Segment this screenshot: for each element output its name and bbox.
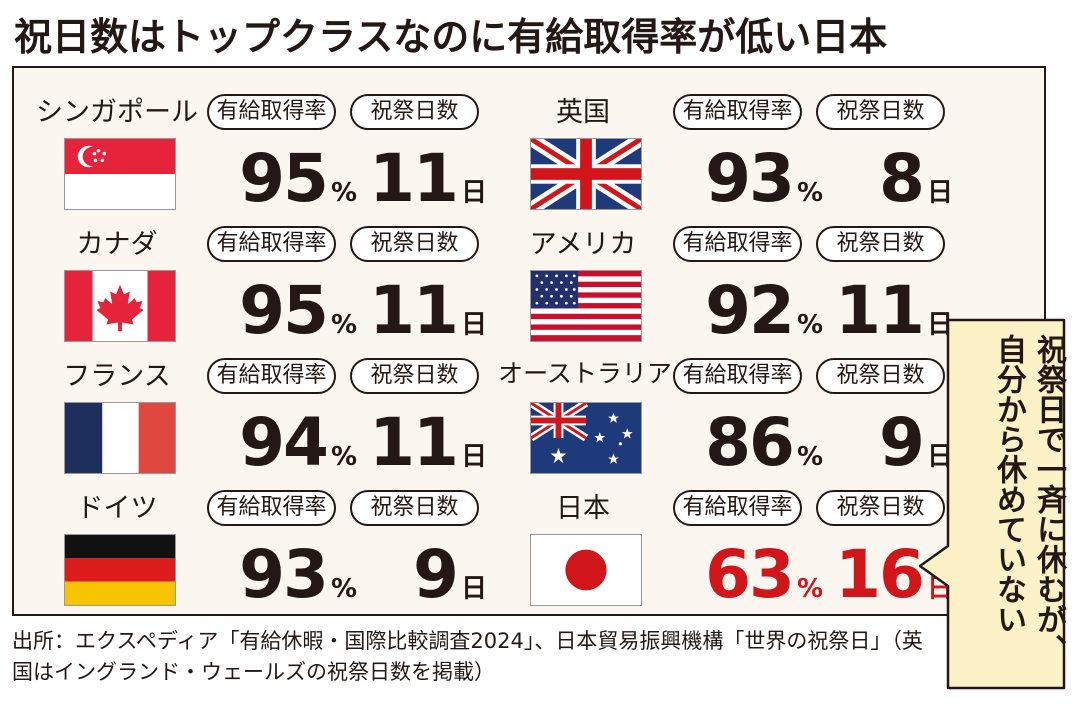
row-australia: オーストラリア 有給取得率 祝祭日数 xyxy=(498,354,968,486)
japan-flag-icon xyxy=(530,534,642,606)
rate-unit: % xyxy=(330,442,357,472)
rate-value: 92 xyxy=(705,272,795,349)
rate-value: 95 xyxy=(239,140,329,217)
rate-label: 有給取得率 xyxy=(207,226,336,262)
country-name: 英国 xyxy=(556,97,610,128)
days-label: 祝祭日数 xyxy=(816,358,945,394)
usa-flag-icon xyxy=(530,270,642,342)
rate-label: 有給取得率 xyxy=(207,490,336,526)
days-label: 祝祭日数 xyxy=(350,490,479,526)
days-unit: 日 xyxy=(460,178,487,208)
page-title: 祝日数はトップクラスなのに有給取得率が低い日本 xyxy=(14,15,888,59)
country-name: 日本 xyxy=(556,493,610,524)
rate-label: 有給取得率 xyxy=(673,490,802,526)
rate-label: 有給取得率 xyxy=(207,358,336,394)
rate-label: 有給取得率 xyxy=(673,94,802,130)
rate-unit: % xyxy=(796,574,823,604)
days-value: 11 xyxy=(369,404,459,481)
days-value: 16 xyxy=(835,536,925,613)
days-value: 11 xyxy=(369,272,459,349)
germany-flag-icon xyxy=(64,534,176,606)
rate-label: 有給取得率 xyxy=(673,358,802,394)
row-canada: カナダ 有給取得率 祝祭日数 95% 11 日 xyxy=(32,222,502,354)
days-value: 9 xyxy=(413,536,459,613)
rate-unit: % xyxy=(796,178,823,208)
days-value: 11 xyxy=(369,140,459,217)
row-usa: アメリカ 有給取得率 祝祭日数 xyxy=(498,222,968,354)
country-name: ドイツ xyxy=(76,493,158,524)
days-value: 8 xyxy=(879,140,925,217)
row-france: フランス 有給取得率 祝祭日数 94% 11 日 xyxy=(32,354,502,486)
rate-label: 有給取得率 xyxy=(673,226,802,262)
rate-unit: % xyxy=(796,442,823,472)
callout-text: 祝祭日で一斉に休むが、自分から休めていない xyxy=(991,334,1066,664)
country-name: アメリカ xyxy=(529,229,637,260)
rate-unit: % xyxy=(796,310,823,340)
rate-value: 95 xyxy=(239,272,329,349)
france-flag-icon xyxy=(64,402,176,474)
days-label: 祝祭日数 xyxy=(816,490,945,526)
rate-label: 有給取得率 xyxy=(207,94,336,130)
rate-unit: % xyxy=(330,310,357,340)
rate-value: 86 xyxy=(705,404,795,481)
days-label: 祝祭日数 xyxy=(816,226,945,262)
rate-value: 94 xyxy=(239,404,329,481)
row-singapore: シンガポール 有給取得率 祝祭日数 95% 11 日 xyxy=(32,90,502,222)
rate-value: 93 xyxy=(705,140,795,217)
callout-box: 祝祭日で一斉に休むが、自分から休めていない xyxy=(918,318,1068,692)
country-name: フランス xyxy=(63,361,171,392)
days-value: 9 xyxy=(879,404,925,481)
days-label: 祝祭日数 xyxy=(350,358,479,394)
days-value: 11 xyxy=(835,272,925,349)
days-unit: 日 xyxy=(460,442,487,472)
rate-unit: % xyxy=(330,574,357,604)
days-unit: 日 xyxy=(460,574,487,604)
days-label: 祝祭日数 xyxy=(816,94,945,130)
days-label: 祝祭日数 xyxy=(350,94,479,130)
singapore-flag-icon xyxy=(64,138,176,210)
australia-flag-icon xyxy=(530,402,642,474)
speech-bubble-icon xyxy=(918,318,1066,690)
rate-value: 93 xyxy=(239,536,329,613)
rate-unit: % xyxy=(330,178,357,208)
country-name: シンガポール xyxy=(36,97,198,128)
days-unit: 日 xyxy=(926,178,953,208)
source-note: 出所：エクスペディア「有給休暇・国際比較調査2024」、日本貿易振興機構「世界の… xyxy=(12,629,923,684)
comparison-table: シンガポール 有給取得率 祝祭日数 95% 11 日 カナダ 有給取得率 祝祭日数 xyxy=(12,66,1046,616)
row-japan: 日本 有給取得率 祝祭日数 63% 16 日 xyxy=(498,486,968,618)
canada-flag-icon xyxy=(64,270,176,342)
rate-value: 63 xyxy=(705,536,795,613)
country-name: カナダ xyxy=(76,229,158,260)
days-unit: 日 xyxy=(460,310,487,340)
uk-flag-icon xyxy=(530,138,642,210)
country-name: オーストラリア xyxy=(498,359,672,388)
days-label: 祝祭日数 xyxy=(350,226,479,262)
